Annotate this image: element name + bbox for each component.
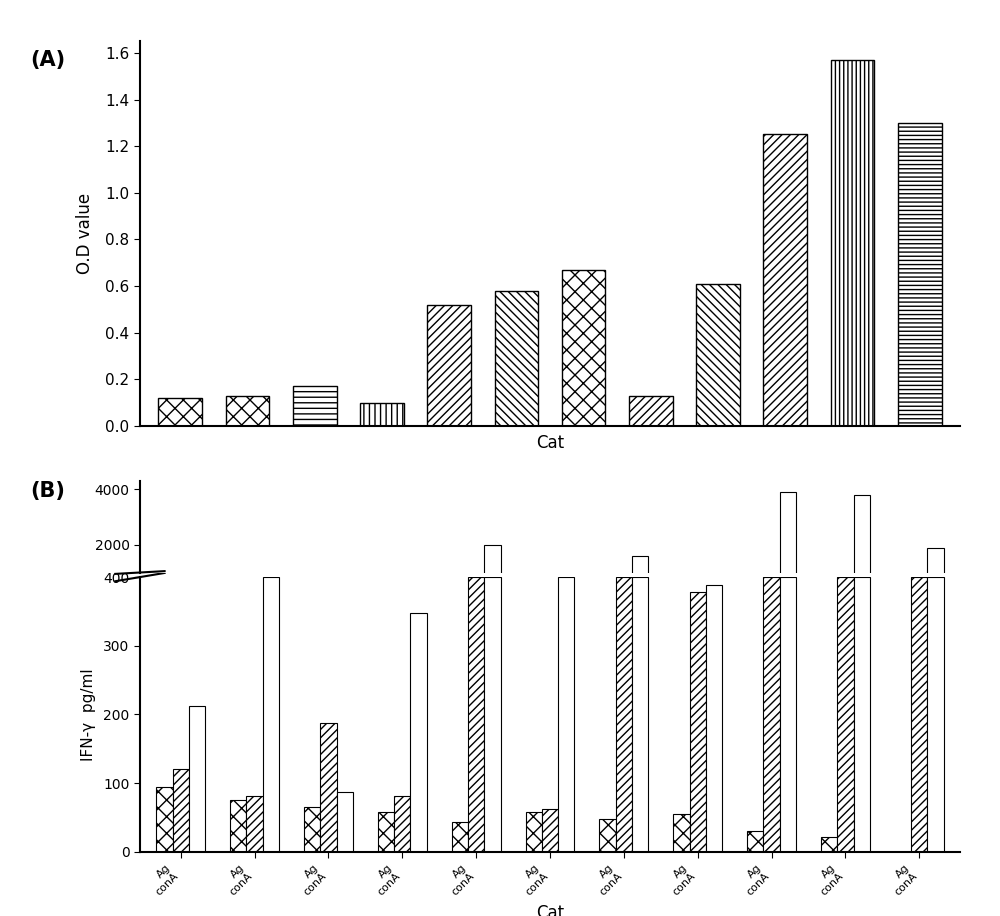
Bar [706, 585, 722, 852]
X-axis label: Cat: Cat [536, 434, 564, 453]
Bar [898, 123, 942, 426]
Bar [484, 545, 501, 600]
Bar [304, 807, 320, 852]
Bar [394, 795, 410, 852]
Bar [452, 823, 468, 852]
Bar [189, 706, 205, 852]
Bar [780, 577, 796, 852]
Text: (B): (B) [30, 481, 65, 501]
Bar [854, 495, 870, 600]
Bar [337, 792, 353, 852]
Bar [632, 577, 648, 852]
Bar [293, 387, 337, 426]
Bar [837, 577, 854, 852]
Bar [616, 577, 632, 852]
Bar [562, 269, 605, 426]
Bar [629, 396, 673, 426]
Bar [780, 492, 796, 600]
Bar [156, 787, 173, 852]
Bar [763, 135, 807, 426]
Bar [673, 814, 690, 852]
Bar [747, 832, 763, 852]
Bar [763, 577, 780, 852]
Bar [542, 810, 558, 852]
Bar [927, 577, 944, 852]
Bar [484, 577, 501, 852]
Bar [854, 577, 870, 852]
Bar [495, 290, 538, 426]
Bar [526, 812, 542, 852]
Bar [410, 613, 427, 852]
Y-axis label: IFN-γ  pg/ml: IFN-γ pg/ml [81, 668, 96, 761]
Bar [427, 305, 471, 426]
Text: (A): (A) [30, 50, 65, 71]
Bar [632, 556, 648, 600]
X-axis label: Cat: Cat [536, 904, 564, 916]
Bar [246, 795, 263, 852]
Bar [173, 769, 189, 852]
Bar [927, 548, 944, 600]
Bar [263, 577, 279, 852]
Bar [696, 284, 740, 426]
Bar [226, 396, 269, 426]
Y-axis label: O.D value: O.D value [76, 193, 94, 274]
Bar [558, 577, 574, 852]
Bar [821, 837, 837, 852]
Bar [230, 801, 246, 852]
Bar [690, 592, 706, 852]
Bar [911, 577, 927, 852]
Bar [599, 819, 616, 852]
Bar [378, 812, 394, 852]
Bar [158, 398, 202, 426]
Bar [468, 577, 484, 852]
Bar [320, 723, 337, 852]
Bar [360, 403, 404, 426]
Bar [831, 60, 874, 426]
